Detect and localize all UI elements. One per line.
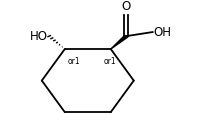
Text: O: O: [122, 0, 131, 13]
Text: or1: or1: [67, 57, 80, 66]
Polygon shape: [111, 35, 128, 49]
Text: or1: or1: [103, 57, 116, 66]
Text: OH: OH: [154, 26, 172, 39]
Text: HO: HO: [30, 30, 48, 43]
